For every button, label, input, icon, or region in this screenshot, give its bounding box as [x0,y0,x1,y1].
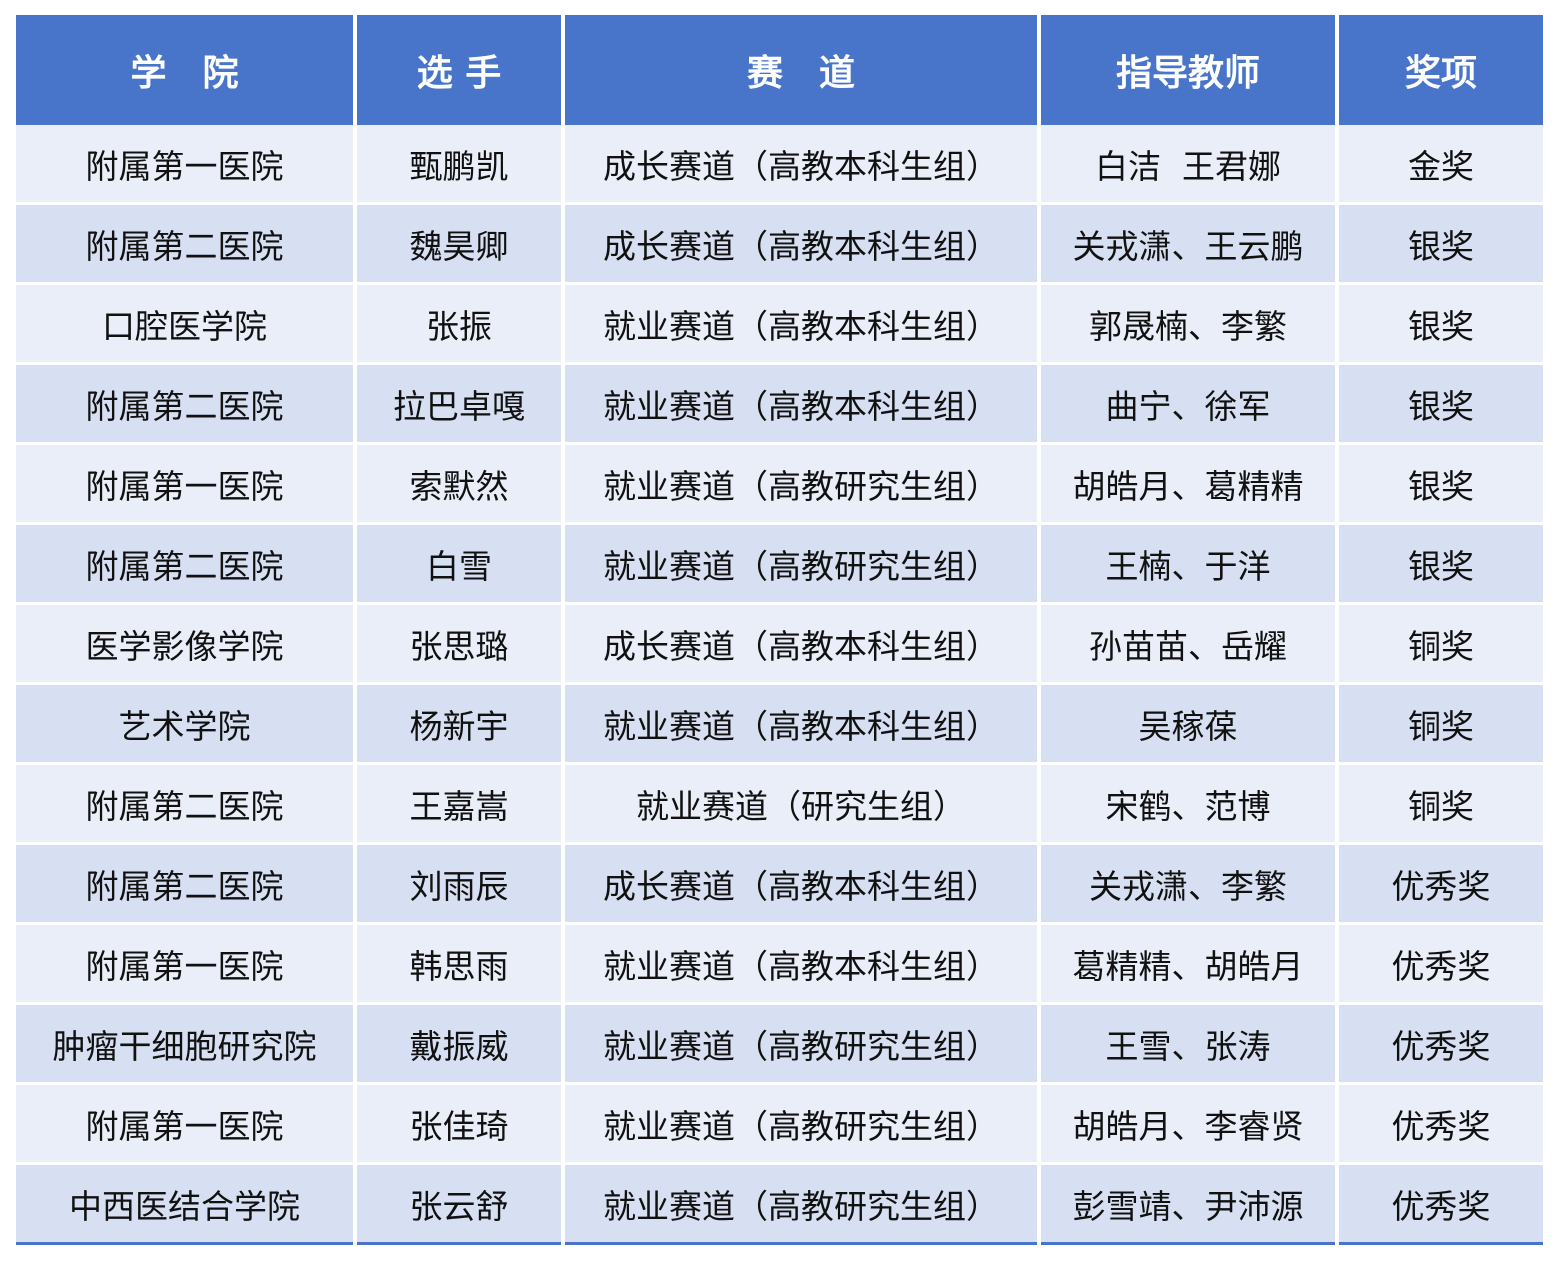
cell-track: 就业赛道（高教研究生组） [565,1005,1037,1085]
cell-player: 索默然 [357,445,561,525]
header-advisors: 指导教师 [1041,15,1335,125]
cell-player: 戴振威 [357,1005,561,1085]
cell-award: 优秀奖 [1339,1005,1543,1085]
cell-award: 优秀奖 [1339,1085,1543,1165]
cell-track: 就业赛道（研究生组） [565,765,1037,845]
cell-track: 就业赛道（高教本科生组） [565,365,1037,445]
cell-award: 银奖 [1339,285,1543,365]
cell-award: 铜奖 [1339,685,1543,765]
cell-player: 张振 [357,285,561,365]
cell-player: 刘雨辰 [357,845,561,925]
cell-college: 附属第二医院 [16,525,353,605]
cell-award: 金奖 [1339,125,1543,205]
cell-award: 铜奖 [1339,765,1543,845]
cell-track: 就业赛道（高教本科生组） [565,685,1037,765]
cell-college: 附属第一医院 [16,925,353,1005]
cell-college: 附属第二医院 [16,845,353,925]
cell-advisors: 葛精精、胡皓月 [1041,925,1335,1005]
cell-advisors: 胡皓月、葛精精 [1041,445,1335,525]
cell-advisors: 关戎潇、王云鹏 [1041,205,1335,285]
cell-college: 附属第一医院 [16,1085,353,1165]
cell-award: 银奖 [1339,445,1543,525]
cell-track: 就业赛道（高教研究生组） [565,1085,1037,1165]
cell-track: 就业赛道（高教研究生组） [565,445,1037,525]
cell-player: 魏昊卿 [357,205,561,285]
cell-college: 附属第二医院 [16,205,353,285]
cell-player: 王嘉嵩 [357,765,561,845]
cell-college: 附属第一医院 [16,445,353,525]
cell-track: 就业赛道（高教研究生组） [565,1165,1037,1245]
cell-advisors: 关戎潇、李繁 [1041,845,1335,925]
cell-award: 银奖 [1339,365,1543,445]
header-track: 赛 道 [565,15,1037,125]
cell-award: 银奖 [1339,525,1543,605]
cell-college: 附属第一医院 [16,125,353,205]
cell-college: 附属第二医院 [16,365,353,445]
cell-player: 张云舒 [357,1165,561,1245]
cell-award: 银奖 [1339,205,1543,285]
cell-advisors: 胡皓月、李睿贤 [1041,1085,1335,1165]
cell-advisors: 彭雪靖、尹沛源 [1041,1165,1335,1245]
cell-college: 口腔医学院 [16,285,353,365]
cell-track: 成长赛道（高教本科生组） [565,125,1037,205]
cell-college: 艺术学院 [16,685,353,765]
cell-award: 优秀奖 [1339,925,1543,1005]
awards-table: 学 院选 手赛 道指导教师 奖项 附属第一医院 甄鹏凯 成长赛道（高教本科生组） 白洁 王… [16,15,1543,1245]
header-award: 奖项 [1339,15,1543,125]
cell-advisors: 宋鹤、范博 [1041,765,1335,845]
header-player: 选 手 [357,15,561,125]
cell-advisors: 白洁 王君娜 [1041,125,1335,205]
cell-college: 附属第二医院 [16,765,353,845]
cell-advisors: 吴稼葆 [1041,685,1335,765]
cell-award: 优秀奖 [1339,845,1543,925]
cell-player: 张佳琦 [357,1085,561,1165]
cell-player: 张思璐 [357,605,561,685]
cell-advisors: 孙苗苗、岳耀 [1041,605,1335,685]
cell-college: 肿瘤干细胞研究院 [16,1005,353,1085]
cell-track: 就业赛道（高教研究生组） [565,525,1037,605]
cell-advisors: 曲宁、徐军 [1041,365,1335,445]
header-college: 学 院 [16,15,353,125]
cell-player: 白雪 [357,525,561,605]
cell-track: 就业赛道（高教本科生组） [565,925,1037,1005]
cell-player: 杨新宇 [357,685,561,765]
cell-track: 就业赛道（高教本科生组） [565,285,1037,365]
cell-advisors: 王雪、张涛 [1041,1005,1335,1085]
cell-player: 甄鹏凯 [357,125,561,205]
cell-advisors: 王楠、于洋 [1041,525,1335,605]
cell-track: 成长赛道（高教本科生组） [565,845,1037,925]
cell-award: 铜奖 [1339,605,1543,685]
cell-player: 韩思雨 [357,925,561,1005]
cell-award: 优秀奖 [1339,1165,1543,1245]
cell-player: 拉巴卓嘎 [357,365,561,445]
cell-college: 中西医结合学院 [16,1165,353,1245]
cell-track: 成长赛道（高教本科生组） [565,205,1037,285]
cell-college: 医学影像学院 [16,605,353,685]
cell-advisors: 郭晟楠、李繁 [1041,285,1335,365]
cell-track: 成长赛道（高教本科生组） [565,605,1037,685]
